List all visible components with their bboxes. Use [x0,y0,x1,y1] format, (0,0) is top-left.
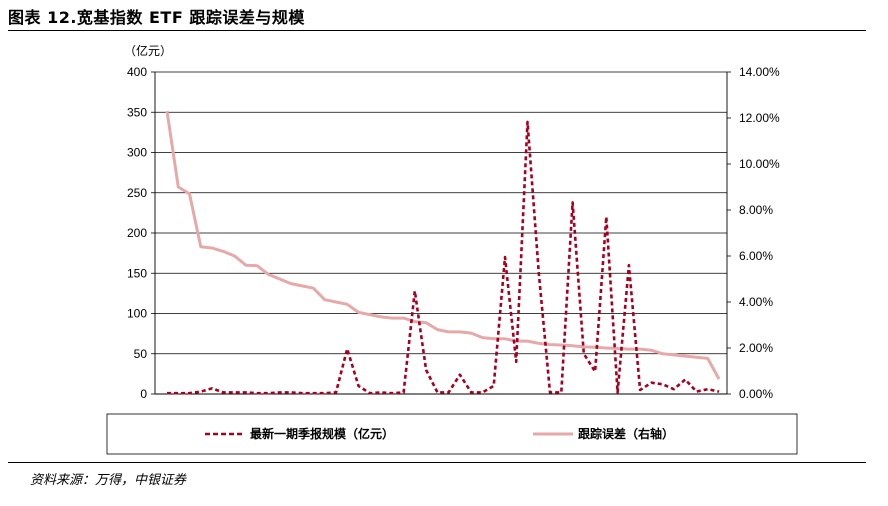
y-tick-label: 150 [127,266,147,280]
figure-title: 图表 12.宽基指数 ETF 跟踪误差与规模 [8,8,305,27]
y-axis-unit-label: （亿元） [124,43,172,58]
y-tick-label: 100 [127,307,147,321]
footer-rule [8,462,866,463]
y2-tick-label: 10.00% [739,157,780,171]
series-line-tracking-error [165,110,721,380]
y-tick-label: 50 [134,347,148,361]
y2-tick-label: 8.00% [739,203,773,217]
legend-label-tracking-error: 跟踪误差（右轴） [578,426,674,441]
y2-tick-label: 2.00% [739,341,773,355]
y-tick-label: 400 [127,65,147,79]
title-rule [8,30,866,31]
series-layer [165,110,721,395]
y2-tick-label: 12.00% [739,111,780,125]
y2-tick-label: 14.00% [739,65,780,79]
series-line-scale [167,120,720,395]
legend-frame [106,413,798,455]
y-tick-label: 350 [127,105,147,119]
y-tick-label: 0 [140,387,147,401]
y-tick-label: 250 [127,186,147,200]
y2-tick-label: 0.00% [739,387,773,401]
grid-lines [155,71,727,355]
source-note: 资料来源：万得，中银证券 [30,473,187,488]
legend: 最新一期季报规模（亿元） 跟踪误差（右轴） [106,413,798,455]
y-tick-label: 200 [127,226,147,240]
y2-tick-label: 6.00% [739,249,773,263]
y2-tick-label: 4.00% [739,295,773,309]
y-tick-label: 300 [127,146,147,160]
legend-label-scale: 最新一期季报规模（亿元） [250,426,394,441]
